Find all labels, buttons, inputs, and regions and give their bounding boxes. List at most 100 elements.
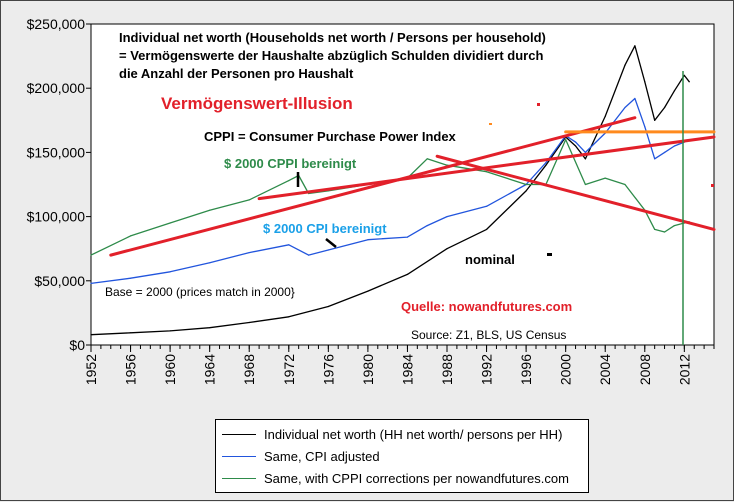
- series-point: [525, 190, 527, 192]
- series-point: [248, 251, 250, 254]
- x-tick-label: 2000: [558, 354, 574, 385]
- series-point: [307, 254, 310, 256]
- x-tick-label: 1988: [439, 354, 455, 385]
- series-point: [688, 81, 690, 83]
- x-tick-label: 1980: [360, 354, 376, 385]
- x-tick-label: 2004: [597, 354, 613, 385]
- legend-swatch-cpi: [222, 455, 256, 457]
- series-point: [574, 145, 577, 147]
- series-point: [426, 158, 428, 160]
- series-point: [673, 90, 676, 92]
- source-note: Source: Z1, BLS, US Census: [411, 328, 567, 342]
- x-tick-label: 1956: [123, 354, 139, 385]
- series-point: [367, 239, 369, 241]
- series-point: [624, 106, 626, 109]
- series-point: [129, 277, 132, 279]
- series-point: [654, 119, 656, 121]
- series-point: [288, 244, 290, 246]
- series-point: [209, 327, 211, 329]
- series-point: [446, 216, 448, 218]
- y-tick-label: $100,000: [27, 209, 86, 225]
- y-tick-label: $150,000: [27, 144, 86, 160]
- y-tick-label: $50,000: [34, 273, 85, 289]
- series-point: [624, 183, 626, 186]
- title-line-1: Individual net worth (Households net wor…: [119, 30, 546, 45]
- cpi-pointer: [325, 238, 337, 248]
- cpi-series-label: $ 2000 CPI bereinigt: [263, 221, 387, 236]
- title-line-3: die Anzahl der Personen pro Haushalt: [119, 66, 354, 81]
- y-tick-label: $0: [69, 337, 85, 353]
- stray-dot: [547, 253, 552, 256]
- cppi-definition: CPPI = Consumer Purchase Power Index: [204, 129, 456, 144]
- legend-item: Same, CPI adjusted: [222, 446, 380, 466]
- base-note: Base = 2000 (prices match in 2000}: [105, 285, 295, 299]
- trend-line-0: [109, 116, 637, 257]
- x-tick-label: 1968: [241, 354, 257, 385]
- x-tick-label: 2008: [637, 354, 653, 385]
- legend-item: Same, with CPPI corrections per nowandfu…: [222, 468, 569, 488]
- series-point: [288, 180, 290, 182]
- legend-label: Individual net worth (HH net worth/ pers…: [264, 426, 563, 442]
- series-point: [604, 177, 606, 179]
- x-tick-label: 2012: [676, 354, 692, 385]
- y-axis: $0 $50,000 $100,000 $150,000 $200,000 $250,00…: [27, 16, 91, 353]
- x-tick-label: 1976: [320, 354, 336, 385]
- series-point: [663, 151, 666, 153]
- plot-area: [90, 23, 715, 346]
- legend-item: Individual net worth (HH net worth/ pers…: [222, 424, 562, 444]
- series-point: [209, 262, 211, 264]
- series-point: [288, 316, 290, 318]
- series-point: [485, 171, 488, 173]
- x-tick-label: 1960: [162, 354, 178, 385]
- series-point: [683, 74, 685, 76]
- series-point: [485, 205, 488, 207]
- cppi-series-label: $ 2000 CPPI bereinigt: [224, 156, 357, 171]
- series-point: [654, 228, 656, 231]
- stray-dot: [489, 123, 492, 125]
- series-point: [169, 330, 171, 332]
- series-point: [406, 273, 409, 275]
- series-point: [129, 332, 132, 334]
- series-point: [584, 151, 587, 153]
- series-point: [169, 271, 171, 273]
- series-point: [673, 145, 676, 147]
- series-point: [248, 199, 250, 201]
- series-point: [406, 236, 409, 238]
- y-tick-label: $250,000: [27, 16, 86, 32]
- series-point: [446, 248, 448, 250]
- series-point: [574, 141, 577, 143]
- x-tick-label: 1992: [479, 354, 495, 385]
- series-point: [327, 305, 329, 308]
- series-line-2: [90, 138, 690, 256]
- series-point: [654, 158, 656, 160]
- series-point: [624, 64, 626, 66]
- series-point: [209, 209, 211, 211]
- series-point: [604, 115, 606, 118]
- series-point: [663, 106, 666, 109]
- series-point: [565, 138, 567, 141]
- y-tick-label: $200,000: [27, 80, 86, 96]
- series-point: [129, 235, 132, 237]
- stray-dot: [537, 103, 540, 106]
- series-point: [644, 81, 646, 83]
- series-point: [545, 164, 547, 166]
- trend-line-2: [435, 154, 716, 231]
- series-point: [525, 183, 527, 186]
- x-tick-label: 1996: [518, 354, 534, 385]
- series-point: [169, 222, 171, 224]
- x-axis: 1952 1956 1960 1964 1968 1972 1976 1980 1984 1988…: [83, 345, 715, 385]
- series-point: [545, 162, 547, 164]
- nominal-series-label: nominal: [465, 252, 515, 267]
- source-quelle: Quelle: nowandfutures.com: [401, 299, 573, 314]
- series-point: [634, 97, 636, 100]
- headline-title: Vermögenswert-Illusion: [161, 94, 353, 113]
- series-point: [90, 282, 92, 284]
- legend-swatch-nominal: [222, 433, 256, 435]
- legend: Individual net worth (HH net worth/ pers…: [215, 419, 589, 493]
- x-tick-label: 1952: [83, 354, 99, 385]
- series-group: [90, 45, 690, 336]
- trend-lines: [109, 116, 716, 257]
- series-point: [634, 45, 636, 47]
- series-point: [663, 231, 666, 233]
